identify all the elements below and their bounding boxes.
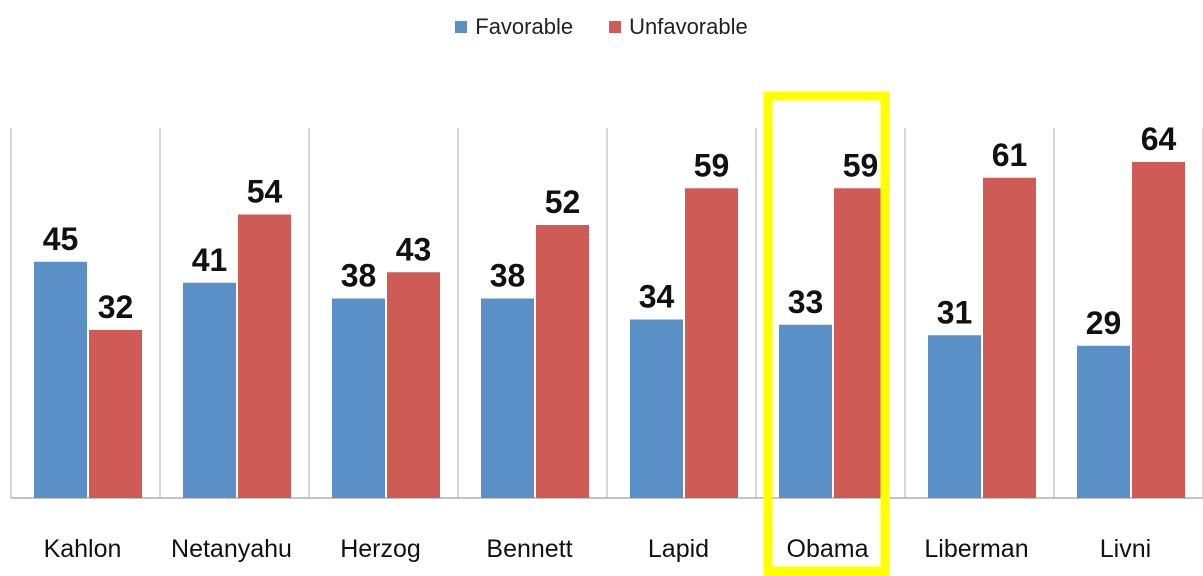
unfavorable-value-label-herzog: 43 [396, 231, 432, 267]
unfavorable-value-label-netanyahu: 54 [247, 174, 283, 210]
legend-item-favorable: Favorable [455, 14, 573, 40]
favorable-value-label-livni: 29 [1086, 305, 1122, 341]
unfavorable-bar-obama [834, 188, 887, 498]
unfavorable-bar-bennett [536, 225, 589, 498]
unfavorable-bar-lapid [685, 188, 738, 498]
category-label-bennett: Bennett [486, 535, 572, 563]
category-label-lapid: Lapid [648, 535, 709, 563]
unfavorable-value-label-bennett: 52 [545, 184, 581, 220]
favorable-value-label-bennett: 38 [490, 258, 526, 294]
favorable-value-label-liberman: 31 [937, 294, 973, 330]
unfavorable-bar-netanyahu [238, 214, 291, 498]
favorable-bar-herzog [332, 298, 385, 498]
unfavorable-value-label-lapid: 59 [694, 147, 730, 183]
category-label-livni: Livni [1100, 535, 1151, 563]
unfavorable-bar-liberman [983, 177, 1036, 498]
favorable-bar-lapid [630, 319, 683, 498]
unfavorable-bar-livni [1132, 162, 1185, 498]
favorable-bar-livni [1077, 345, 1130, 498]
legend-label-favorable: Favorable [475, 14, 574, 39]
category-label-kahlon: Kahlon [44, 535, 122, 563]
chart-legend: Favorable Unfavorable [0, 12, 1203, 42]
unfavorable-bar-herzog [387, 272, 440, 498]
favorable-bar-netanyahu [183, 282, 236, 498]
unfavorable-value-label-livni: 64 [1141, 121, 1177, 157]
legend-swatch-favorable [455, 21, 468, 33]
favorable-value-label-lapid: 34 [639, 279, 675, 315]
unfavorable-value-label-obama: 59 [843, 147, 879, 183]
legend-label-unfavorable: Unfavorable [629, 14, 748, 39]
legend-item-unfavorable: Unfavorable [609, 14, 748, 40]
favorable-bar-liberman [928, 335, 981, 498]
favorable-value-label-kahlon: 45 [43, 221, 79, 257]
favorable-bar-bennett [481, 298, 534, 498]
favorable-bar-obama [779, 324, 832, 498]
category-label-obama: Obama [787, 535, 869, 563]
category-label-netanyahu: Netanyahu [171, 535, 292, 563]
favorable-value-label-herzog: 38 [341, 258, 377, 294]
favorable-value-label-netanyahu: 41 [192, 242, 228, 278]
highlight-box-obama [763, 91, 890, 576]
favorable-value-label-obama: 33 [788, 284, 824, 320]
unfavorable-value-label-kahlon: 32 [98, 289, 134, 325]
unfavorable-bar-kahlon [89, 330, 142, 498]
legend-swatch-unfavorable [609, 21, 622, 33]
category-label-liberman: Liberman [924, 535, 1028, 563]
unfavorable-value-label-liberman: 61 [992, 137, 1028, 173]
favorable-bar-kahlon [34, 261, 87, 498]
category-label-herzog: Herzog [340, 535, 421, 563]
